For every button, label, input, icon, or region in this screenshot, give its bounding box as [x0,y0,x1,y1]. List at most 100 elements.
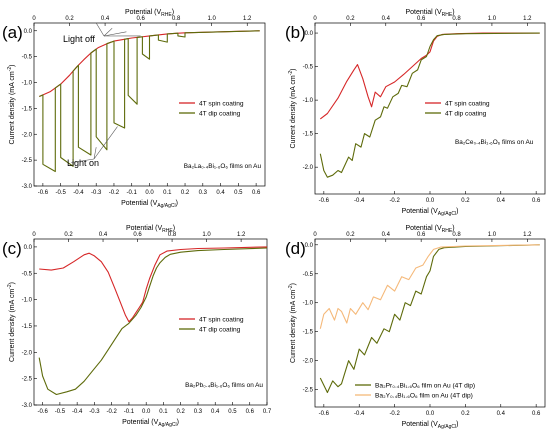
y-tick-label: -1.0 [22,298,33,304]
legend-entry-2: Ba₂Y₀.₄Bi₁.₆O₆ film on Au (4T dip) [375,392,473,399]
x-tick-label: 0.4 [211,409,220,415]
y-axis-title-main: Current density (mA cm [9,71,16,144]
x2-tick-label: 0.6 [133,232,142,238]
x-tick-label: -0.5 [55,409,66,415]
y-tick-label: -2.0 [22,132,33,138]
y-axis-title-main: Current density (mA cm [290,290,297,363]
light-off-arrow [95,22,105,37]
x-axis-title: Potential (VAg/AgCl) [122,419,179,428]
chart-panel-a: -0.6 -0.5 -0.4 -0.3 -0.2 -0.1 0.0 0.1 0.2 0.3 0.4 0… [2,9,266,209]
y-tick-label: 0.0 [305,31,314,37]
x2-axis-title-end: ) [172,9,174,16]
x2-axis-title-sub: RHE [161,12,172,18]
x2-tick-label: 0.6 [136,16,145,22]
x-axis-title-end: ) [456,208,458,215]
x2-tick-label: 1.2 [523,16,532,22]
x-tick-label: 0.2 [181,190,190,196]
x-tick-label: -0.3 [89,409,100,415]
x-axis-title: Potential (VAg/AgCl) [402,421,459,430]
y-tick-label: -2.0 [303,165,314,171]
x-tick-label: -0.6 [38,190,49,196]
x2-tick-label: 0.8 [168,232,177,238]
x-axis-title-sub: Ag/AgCl [438,211,456,217]
y-axis-title-end: ) [290,283,297,285]
x-tick-label: 0.2 [461,198,470,204]
x-axis-title-end: ) [176,200,178,207]
x-tick-label: -0.1 [124,409,135,415]
x-tick-label: -0.1 [127,190,138,196]
x-tick-label: -0.3 [91,190,102,196]
y-tick-label: -1.0 [22,81,33,87]
y-tick-label: -1.5 [22,324,33,330]
x2-axis-title: Potential (VRHE) [405,225,454,234]
y-axis-title-sup: -2 [288,285,294,290]
y-tick-label: -3.0 [22,184,33,190]
series-line-2 [319,32,540,178]
plot-frame [33,238,268,406]
y-tick-label: 0.0 [24,29,33,35]
x2-axis-title-sub: RHE [162,228,173,234]
x2-tick-label: 0 [32,232,36,238]
x2-axis-title-end: ) [452,9,454,16]
light-off-arrow [103,27,113,37]
x2-tick-label: 0.8 [452,16,461,22]
x2-tick-label: 1.2 [523,232,532,238]
y-axis-title-main: Current density (mA cm [290,75,297,148]
x-axis-title-main: Potential (V [402,208,439,215]
x-tick-label: -0.2 [389,198,400,204]
x-tick-label: -0.4 [73,190,84,196]
x-tick-label: 0.1 [163,190,172,196]
x2-tick-label: 0.2 [65,16,74,22]
y-tick-label: -1.5 [22,106,33,112]
x2-tick-label: 0.8 [172,16,181,22]
light-on-label: Light on [67,158,99,168]
x2-tick-label: 0.2 [346,16,355,22]
x-tick-label: 0.5 [228,409,237,415]
sample-note: Ba₂Ce₀.₄Bi₁.₆O₆ films on Au [455,139,534,146]
x-tick-label: -0.4 [72,409,83,415]
x-tick-label: 0.1 [159,409,168,415]
series-line-1 [39,246,268,323]
x2-tick-label: 1.0 [488,16,497,22]
x2-axis-title-main: Potential (V [405,225,442,232]
legend-entry-1: 4T spin coating [199,100,244,107]
y-tick-label: -1.5 [303,132,314,138]
panel-label: (d) [285,239,306,258]
x2-tick-label: 0.6 [417,16,426,22]
sample-note: Ba₂La₀.₄Bi₁.₆O₆ films on Au [184,163,262,170]
x-tick-label: 0.4 [497,198,506,204]
x-tick-label: 0.4 [497,411,506,417]
x-tick-label: 0.6 [532,198,541,204]
x2-tick-label: 0 [313,16,317,22]
x-tick-label: 0.0 [426,411,435,417]
annotations: Light off Light on [63,22,141,168]
legend-entry-2: 4T dip coating [199,110,241,117]
legend-entry-1: 4T spin coating [199,316,244,323]
y-tick-label: -0.5 [303,65,314,71]
y-axis-title: Current density (mA cm-2) [7,65,16,145]
light-on-arrow [93,147,97,160]
x2-axis-title-main: Potential (V [405,9,442,16]
series-line-2 [38,247,268,396]
x-axis-title-end: ) [177,419,179,426]
x-tick-label: 0.2 [177,409,186,415]
x-axis-title-sub: Ag/AgCl [157,203,175,209]
legend-entry-2: 4T dip coating [445,110,487,117]
y-axis-title-sup: -2 [7,284,13,289]
y-axis-title-end: ) [9,282,16,284]
x2-tick-label: 1.2 [237,232,246,238]
y-tick-label: -0.5 [22,55,33,61]
series-line-2 [39,30,260,173]
y-axis-title-sup: -2 [288,71,294,76]
x2-tick-label: 0.4 [99,232,108,238]
plot-frame [314,22,546,195]
x-tick-label: -0.2 [106,409,117,415]
x-tick-label: 0.6 [252,190,261,196]
x2-tick-label: 0.2 [64,232,73,238]
x-axis-title-main: Potential (V [402,421,439,428]
light-off-label: Light off [63,34,95,44]
panel-label: (b) [285,23,306,42]
light-on-arrow [71,158,95,164]
y-axis-title-end: ) [290,69,297,71]
x-axis-title-main: Potential (V [122,419,159,426]
